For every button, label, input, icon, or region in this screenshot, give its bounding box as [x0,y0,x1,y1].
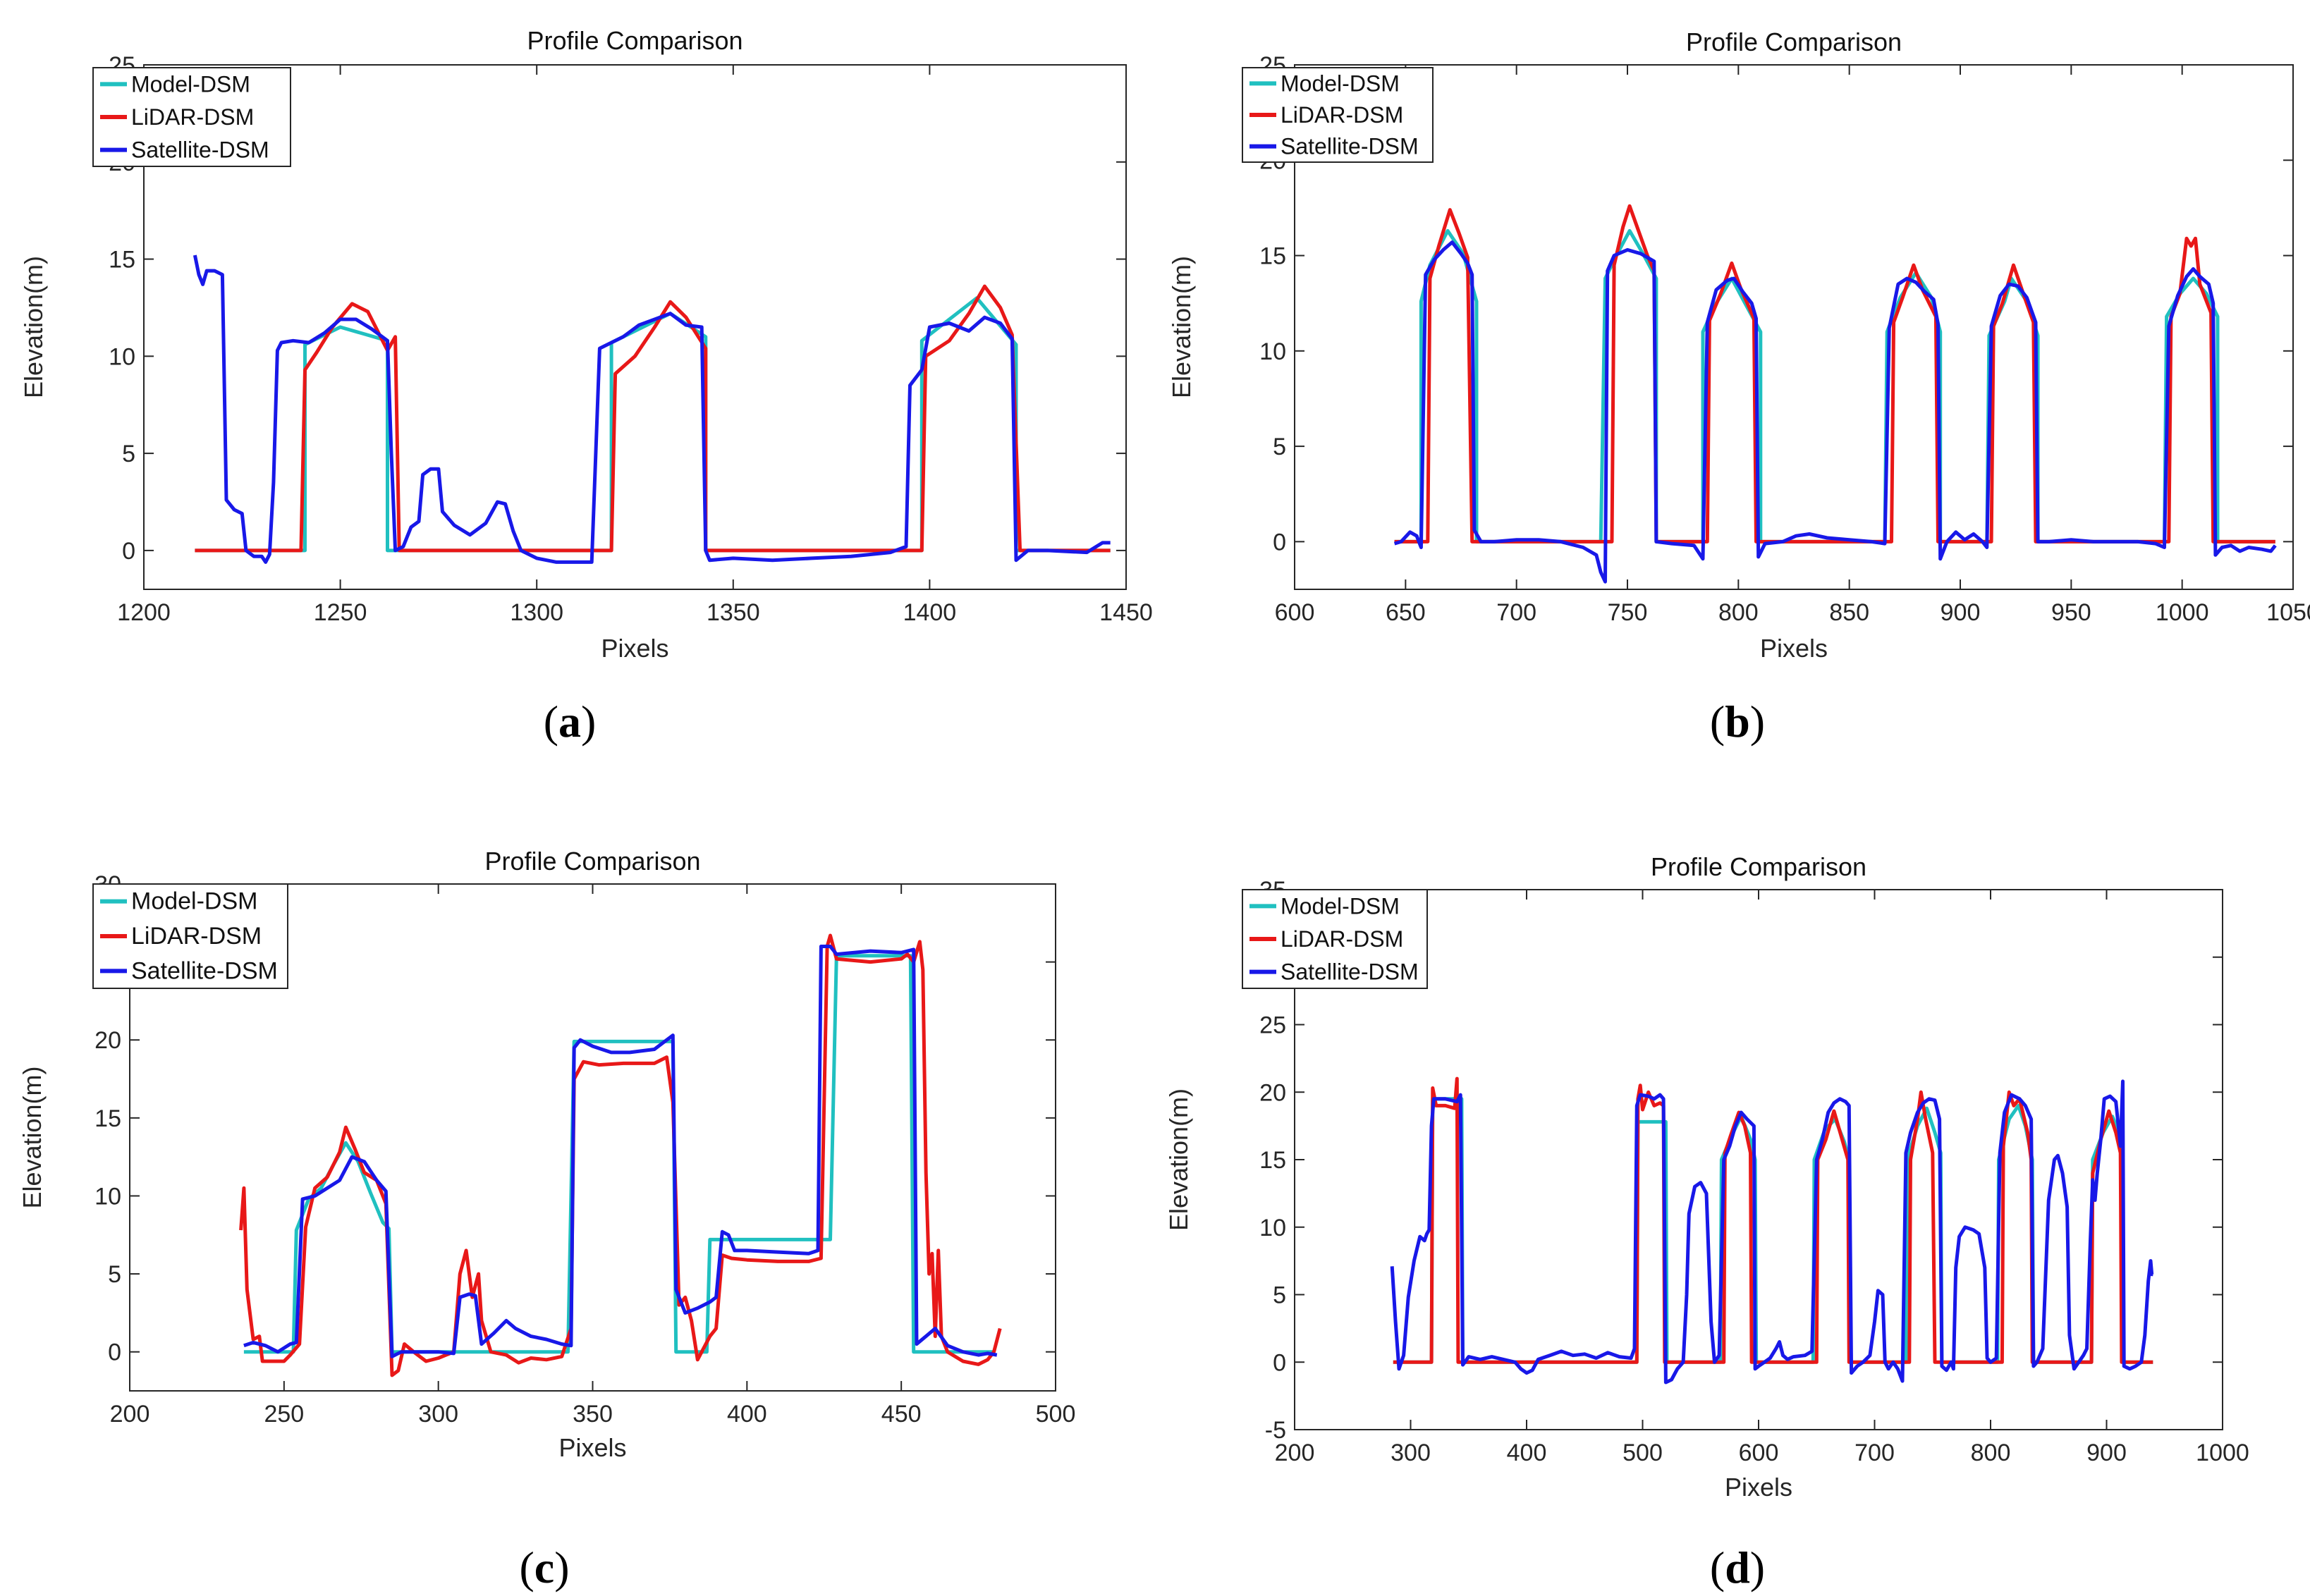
x-tick-label: 1400 [903,599,957,626]
legend: Model-DSM LiDAR-DSM Satellite-DSM [1242,889,1428,989]
legend-entry: Model-DSM [1281,70,1400,96]
legend-entry: Satellite-DSM [131,957,278,984]
legend: Model-DSM LiDAR-DSM Satellite-DSM [1242,67,1434,163]
x-tick-label: 900 [1941,599,1981,626]
legend-entry: LiDAR-DSM [131,923,262,950]
series-line-satellite-dsm [1393,240,2277,584]
legend-entry: Satellite-DSM [131,137,269,163]
panel-label: (c) [519,1542,569,1592]
x-tick-label: 450 [881,1401,922,1428]
series-line-satellite-dsm [243,945,998,1358]
legend: Model-DSM LiDAR-DSM Satellite-DSM [92,67,291,167]
y-tick-label: 0 [122,538,135,565]
x-tick-label: 250 [264,1401,304,1428]
x-tick-label: 1200 [117,599,171,626]
x-tick-label: 800 [1718,599,1759,626]
y-tick-label: 5 [122,441,135,467]
panel-label: (a) [544,696,597,747]
y-tick-label: 5 [1273,1282,1286,1309]
x-tick-label: 300 [418,1401,458,1428]
y-tick-label: 25 [1259,1012,1286,1039]
x-tick-label: 800 [1971,1440,2011,1466]
y-tick-label: -5 [1265,1417,1286,1444]
y-tick-label: 15 [94,1105,121,1132]
x-tick-label: 700 [1854,1440,1895,1466]
legend-entry: Satellite-DSM [1281,134,1419,159]
x-tick-label: 1000 [2196,1440,2249,1466]
y-tick-label: 5 [1273,434,1286,460]
panel-label: (b) [1710,696,1765,747]
y-tick-label: 20 [1259,1079,1286,1106]
x-axis-label: Pixels [601,634,668,663]
legend-entry: Model-DSM [1281,893,1400,919]
chart-title: Profile Comparison [527,26,742,55]
x-tick-label: 750 [1608,599,1648,626]
x-tick-label: 300 [1391,1440,1431,1466]
chart-panel-a: 1200125013001350140014500510152025Profil… [19,26,1153,747]
chart-panel-c: 200250300350400450500051015202530Profile… [18,847,1075,1592]
y-tick-label: 0 [108,1339,121,1366]
y-axis-label: Elevation(m) [1164,1088,1193,1231]
y-axis-label: Elevation(m) [1167,256,1196,398]
y-tick-label: 0 [1273,1349,1286,1376]
x-tick-label: 200 [1275,1440,1315,1466]
chart-title: Profile Comparison [484,847,700,876]
x-tick-label: 600 [1739,1440,1779,1466]
series-line-satellite-dsm [192,254,1111,564]
x-tick-label: 350 [573,1401,613,1428]
plot-frame [1294,64,2294,590]
legend-entry: Model-DSM [131,888,257,915]
x-tick-label: 500 [1622,1440,1663,1466]
chart-title: Profile Comparison [1651,852,1866,881]
legend-entry: LiDAR-DSM [1281,102,1403,128]
x-axis-label: Pixels [1725,1473,1792,1502]
chart-title: Profile Comparison [1686,27,1902,56]
x-tick-label: 200 [110,1401,150,1428]
plot-frame [1294,889,2223,1430]
series-line-lidar-dsm [239,933,1002,1377]
panel-label: (d) [1710,1542,1765,1592]
x-tick-label: 400 [727,1401,767,1428]
y-tick-label: 10 [1259,1215,1286,1241]
x-tick-label: 1450 [1099,599,1153,626]
x-tick-label: 850 [1829,599,1869,626]
x-tick-label: 1000 [2156,599,2209,626]
series-line-satellite-dsm [1390,1079,2154,1385]
x-axis-label: Pixels [1760,634,1828,663]
y-tick-label: 20 [94,1027,121,1054]
y-tick-label: 15 [1259,1147,1286,1174]
x-tick-label: 700 [1496,599,1536,626]
chart-panel-b: 6006507007508008509009501000105005101520… [1167,27,2310,747]
y-tick-label: 10 [109,343,135,370]
y-tick-label: 0 [1273,529,1286,555]
legend: Model-DSM LiDAR-DSM Satellite-DSM [92,883,288,989]
y-tick-label: 10 [94,1183,121,1210]
y-axis-label: Elevation(m) [19,256,48,398]
x-tick-label: 900 [2086,1440,2127,1466]
y-tick-label: 10 [1259,338,1286,365]
x-tick-label: 1250 [314,599,367,626]
x-tick-label: 950 [2051,599,2091,626]
x-tick-label: 600 [1275,599,1315,626]
x-axis-label: Pixels [558,1433,626,1462]
chart-panel-d: 200 300 400 500 600 700 800 900 1000 -5 0 5 10 15 20 25… [1164,852,2249,1592]
x-tick-label: 400 [1507,1440,1547,1466]
y-axis-label: Elevation(m) [18,1066,47,1208]
x-tick-label: 1300 [510,599,563,626]
legend-entry: LiDAR-DSM [1281,926,1403,952]
legend-entry: Model-DSM [131,71,250,97]
legend-entry: LiDAR-DSM [131,104,254,130]
legend-entry: Satellite-DSM [1281,959,1419,985]
x-tick-label: 650 [1386,599,1426,626]
x-tick-label: 1350 [707,599,760,626]
y-tick-label: 15 [1259,243,1286,270]
y-tick-label: 15 [109,247,135,274]
x-tick-label: 500 [1036,1401,1076,1428]
y-tick-label: 5 [108,1261,121,1288]
